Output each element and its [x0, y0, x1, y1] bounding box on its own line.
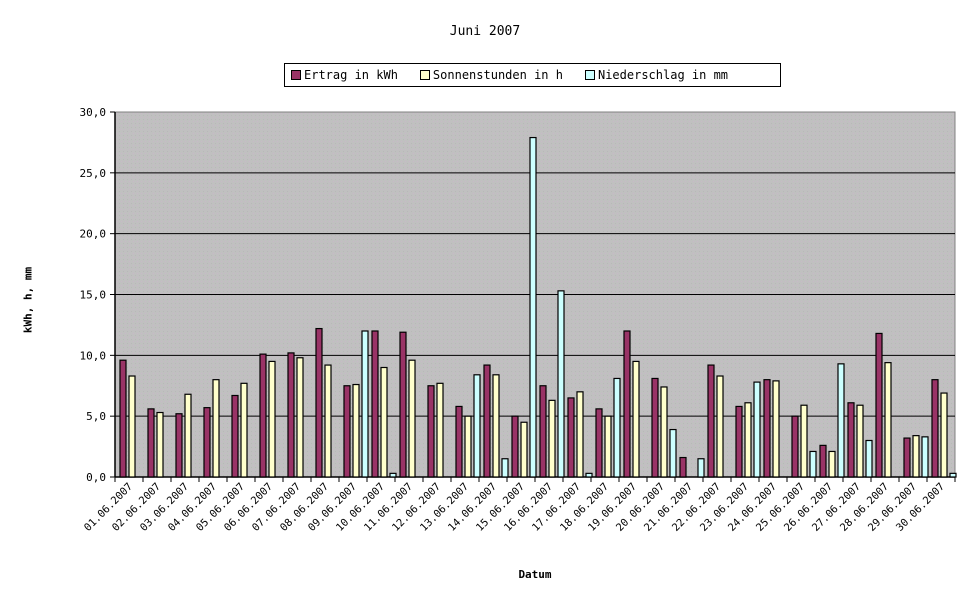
bar	[567, 397, 575, 478]
legend-item-ertrag: Ertrag in kWh	[291, 68, 398, 82]
bar	[455, 405, 463, 478]
bar	[651, 377, 659, 478]
bar	[436, 382, 444, 478]
bar	[361, 330, 369, 478]
bar	[660, 386, 668, 478]
bar	[483, 364, 491, 478]
bar	[949, 472, 957, 478]
bar	[800, 404, 808, 478]
bar	[613, 377, 621, 478]
bar	[147, 408, 155, 478]
bar	[604, 415, 612, 478]
bar	[371, 330, 379, 478]
bar	[156, 411, 164, 478]
bar	[352, 383, 360, 478]
bar	[903, 437, 911, 478]
y-tick-label: 20,0	[80, 228, 107, 241]
bar	[912, 435, 920, 478]
legend-item-sonnenstunden: Sonnenstunden in h	[419, 68, 563, 82]
bar	[837, 363, 845, 478]
x-axis-title: Datum	[518, 568, 552, 581]
bar	[595, 408, 603, 478]
bar	[324, 364, 332, 478]
bar	[772, 380, 780, 478]
bar	[259, 353, 267, 478]
bar	[203, 407, 211, 478]
bar	[884, 362, 892, 478]
bar	[296, 357, 304, 478]
bar	[716, 375, 724, 478]
bar	[632, 360, 640, 478]
legend-swatch-ertrag-icon	[291, 70, 301, 80]
bar	[231, 394, 239, 478]
bar	[753, 381, 761, 478]
bar	[669, 428, 677, 478]
bar	[380, 366, 388, 478]
bar	[819, 444, 827, 478]
legend-label: Ertrag in kWh	[304, 68, 398, 82]
y-tick-label: 10,0	[80, 349, 107, 362]
bar	[679, 456, 687, 478]
bar	[763, 379, 771, 478]
bar	[529, 136, 537, 478]
bar	[492, 374, 500, 478]
bar	[287, 352, 295, 478]
bar	[315, 327, 323, 478]
y-tick-label: 30,0	[80, 106, 107, 119]
bar	[744, 402, 752, 478]
bar	[697, 458, 705, 478]
y-tick-label: 5,0	[86, 410, 106, 423]
bar	[343, 385, 351, 478]
bar	[389, 472, 397, 478]
bar	[623, 330, 631, 478]
legend-swatch-sonnenstunden-icon	[419, 70, 430, 80]
bar	[875, 332, 883, 478]
bar	[520, 421, 528, 478]
bar	[184, 393, 192, 478]
bar	[399, 331, 407, 478]
bar	[865, 439, 873, 478]
bar	[473, 374, 481, 478]
bar	[847, 402, 855, 478]
bar	[548, 399, 556, 478]
y-tick-label: 15,0	[80, 289, 107, 302]
bar	[119, 359, 127, 478]
bar	[707, 364, 715, 478]
bar	[268, 360, 276, 478]
bar	[501, 458, 509, 478]
bar	[427, 385, 435, 478]
legend-label: Niederschlag in mm	[597, 68, 729, 82]
bar	[735, 405, 743, 478]
bar	[128, 375, 136, 478]
bar	[856, 404, 864, 478]
bar	[408, 359, 416, 478]
bar	[539, 385, 547, 478]
legend: Ertrag in kWh Sonnenstunden in h Nieders…	[284, 63, 781, 87]
chart-title: Juni 2007	[449, 24, 521, 39]
legend-label: Sonnenstunden in h	[432, 68, 563, 82]
bar	[576, 391, 584, 478]
legend-item-niederschlag: Niederschlag in mm	[584, 68, 729, 82]
legend-swatch-niederschlag-icon	[584, 70, 595, 80]
bar	[212, 379, 220, 478]
bar	[240, 382, 248, 478]
bar	[828, 450, 836, 478]
bar	[464, 415, 472, 478]
bar	[809, 450, 817, 478]
bar	[921, 436, 929, 478]
y-tick-label: 25,0	[80, 167, 107, 180]
bar	[175, 413, 183, 478]
bar	[931, 379, 939, 478]
bar	[585, 472, 593, 478]
bar	[940, 392, 948, 478]
y-tick-label: 0,0	[86, 471, 106, 484]
bar	[511, 415, 519, 478]
bar	[791, 415, 799, 478]
bar	[557, 290, 565, 478]
